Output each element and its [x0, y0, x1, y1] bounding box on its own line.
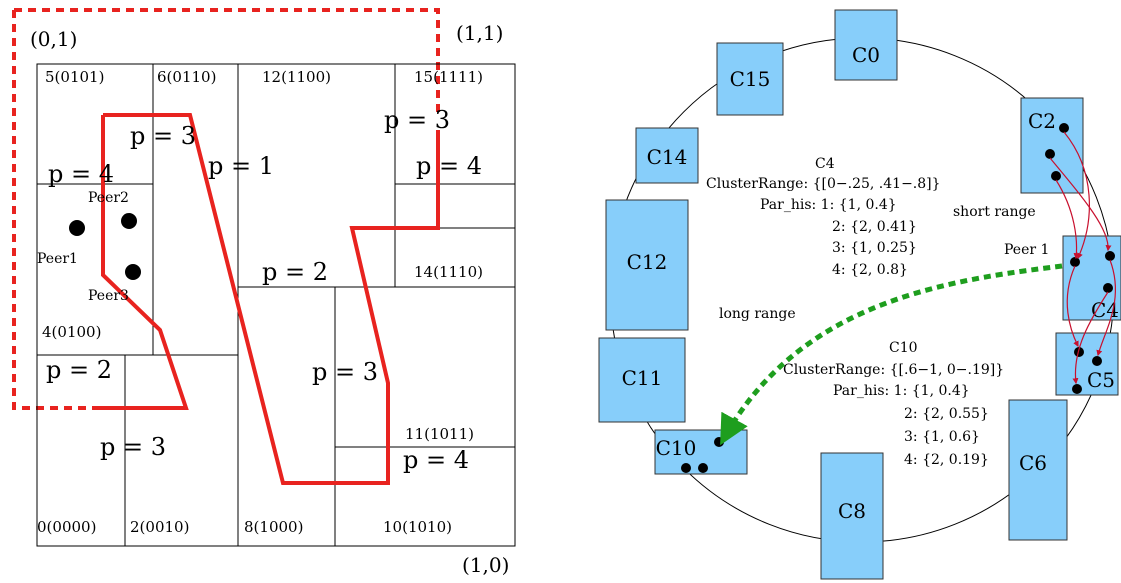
c4-info-his-2: 2: {2, 0.41}	[832, 219, 917, 235]
grid-cell-lines	[37, 64, 515, 546]
cell-label-8: 8(1000)	[244, 518, 303, 536]
c4-info-his-3: 3: {1, 0.25}	[832, 240, 917, 256]
p-label-cell-5: p = 4	[48, 160, 114, 188]
cell-label-10: 10(1010)	[383, 518, 452, 536]
cluster-c11: C11	[598, 337, 686, 423]
peer-dot-2	[121, 213, 137, 229]
cell-label-2: 2(0010)	[130, 518, 189, 536]
cell-label-0: 0(0000)	[37, 518, 96, 536]
short-range-arrows	[1049, 131, 1117, 385]
cluster-c8: C8	[820, 452, 884, 580]
p-label-cell-15: p = 3	[384, 106, 450, 134]
p-label-cell-12: p = 1	[208, 152, 274, 180]
peer-label-3: Peer3	[88, 288, 129, 304]
cluster-c5: C5	[1055, 332, 1119, 396]
p-label-cell-2: p = 3	[100, 433, 166, 461]
peer-dot-3	[125, 264, 141, 280]
cluster-label-c2: C2	[1028, 109, 1056, 133]
cluster-peer-dots	[681, 123, 1115, 473]
cell-label-14: 14(1110)	[414, 263, 483, 281]
corner-label-top-left: (0,1)	[30, 27, 77, 51]
p-label-cell-0: p = 2	[46, 356, 112, 384]
cluster-label-c0: C0	[852, 43, 880, 67]
c10-info-his-2: 2: {2, 0.55}	[904, 406, 989, 422]
short-range-label: short range	[953, 204, 1036, 220]
cluster-c4: C4	[1062, 235, 1121, 322]
p-label-cell-14: p = 2	[262, 258, 328, 286]
cluster-c15: C15	[716, 42, 784, 116]
cell-label-5: 5(0101)	[45, 68, 104, 86]
cluster-label-c14: C14	[647, 145, 688, 169]
cell-label-15: 15(1111)	[414, 68, 483, 86]
c4-info-his-1: Par_his: 1: {1, 0.4}	[760, 197, 897, 213]
cluster-label-c10: C10	[656, 436, 697, 460]
cluster-c14: C14	[635, 127, 699, 184]
corner-label-top-right: (1,1)	[456, 21, 503, 45]
peer-label-1: Peer1	[37, 251, 78, 267]
dashed-query-boundary	[12, 8, 440, 410]
p-label-cell-6: p = 3	[130, 122, 196, 150]
query-region-outline	[95, 113, 440, 485]
c10-info-his-4: 4: {2, 0.19}	[904, 452, 989, 468]
cell-label-6: 6(0110)	[157, 68, 216, 86]
cluster-label-c8: C8	[838, 499, 866, 523]
cluster-label-c11: C11	[622, 366, 663, 390]
c10-info-range: ClusterRange: {[.6−1, 0−.19]}	[783, 362, 1004, 378]
c4-info-block: C4 ClusterRange: {[0−.25, .41−.8]} Par_h…	[706, 156, 941, 278]
long-range-label: long range	[719, 306, 796, 322]
peer1-label: Peer 1	[1004, 242, 1049, 258]
peer-label-2: Peer2	[88, 190, 129, 206]
c10-info-title: C10	[889, 340, 918, 356]
cluster-c0: C0	[834, 9, 898, 81]
c4-info-title: C4	[815, 156, 835, 172]
c10-info-block: C10 ClusterRange: {[.6−1, 0−.19]} Par_hi…	[783, 340, 1004, 468]
cell-label-11: 11(1011)	[405, 425, 474, 443]
cluster-c6: C6	[1008, 399, 1068, 541]
cluster-label-c6: C6	[1019, 451, 1047, 475]
grid-outer-square	[36, 63, 516, 547]
c4-info-his-4: 4: {2, 0.8}	[832, 262, 908, 278]
long-range-arrow	[720, 263, 1063, 446]
c10-info-his-3: 3: {1, 0.6}	[904, 429, 980, 445]
p-label-cell-8: p = 3	[312, 358, 378, 386]
cell-label-4: 4(0100)	[42, 323, 101, 341]
p-label-cell-15b: p = 4	[416, 152, 482, 180]
c10-info-his-1: Par_his: 1: {1, 0.4}	[833, 383, 970, 399]
cluster-c12: C12	[605, 199, 689, 331]
cluster-ring-diagram: C0 C15 C2 C14 C12 C4 C11 C5	[598, 9, 1121, 580]
c4-info-range: ClusterRange: {[0−.25, .41−.8]}	[706, 176, 941, 192]
cluster-label-c12: C12	[627, 250, 668, 274]
cluster-label-c15: C15	[730, 67, 771, 91]
partition-grid: (0,1) (1,1) (1,0) 5(0101) 6(0110) 12(110…	[12, 8, 516, 577]
corner-label-bottom-right: (1,0)	[462, 553, 509, 577]
cell-label-12: 12(1100)	[262, 68, 331, 86]
cluster-label-c5: C5	[1087, 368, 1115, 392]
peer-dot-1	[69, 220, 85, 236]
p-label-cell-10: p = 4	[403, 446, 469, 474]
